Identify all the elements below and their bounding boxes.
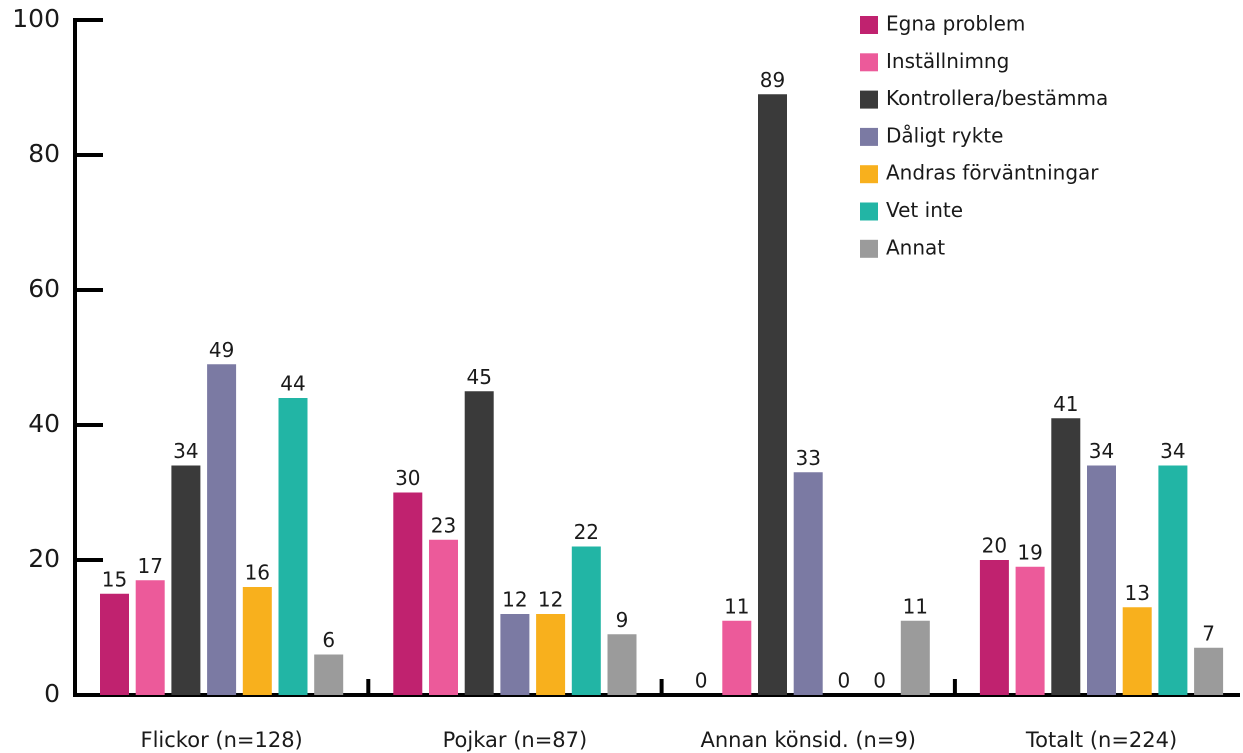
value-label: 34 — [1160, 439, 1185, 463]
legend-swatch — [860, 53, 878, 72]
value-label: 20 — [982, 534, 1007, 558]
bar — [1051, 418, 1081, 695]
value-label: 44 — [280, 372, 305, 396]
value-label: 9 — [616, 608, 629, 632]
y-tick-label: 40 — [28, 409, 60, 438]
bar — [464, 391, 494, 695]
value-label: 7 — [1202, 621, 1215, 645]
bar — [571, 546, 601, 695]
value-label: 11 — [724, 594, 749, 618]
value-label: 34 — [1089, 439, 1114, 463]
x-tick-label: Totalt (n=224) — [1025, 728, 1177, 752]
value-label: 12 — [502, 588, 527, 612]
legend-label: Vet inte — [886, 198, 963, 222]
bar — [1015, 566, 1045, 695]
bar — [207, 364, 237, 695]
y-tick-label: 100 — [12, 4, 60, 33]
value-label: 12 — [538, 588, 563, 612]
value-label: 34 — [173, 439, 198, 463]
bar — [393, 492, 423, 695]
y-tick-label: 0 — [44, 679, 60, 708]
legend-swatch — [860, 16, 878, 34]
x-tick-label: Pojkar (n=87) — [443, 728, 588, 752]
legend-label: Inställnimng — [886, 49, 1009, 73]
bar — [429, 539, 458, 695]
value-label: 0 — [695, 669, 708, 693]
bar — [171, 465, 201, 695]
legend-label: Andras förväntningar — [886, 161, 1099, 185]
value-label: 16 — [245, 561, 270, 585]
bar — [135, 580, 165, 695]
legend-swatch — [860, 202, 878, 221]
bar — [278, 398, 308, 695]
value-label: 89 — [760, 68, 785, 92]
value-label: 41 — [1053, 392, 1078, 416]
bar — [979, 560, 1009, 695]
value-label: 15 — [102, 567, 127, 591]
value-label: 22 — [574, 520, 599, 544]
legend-swatch — [860, 127, 878, 146]
legend-label: Kontrollera/bestämma — [886, 86, 1108, 110]
value-label: 45 — [466, 365, 491, 389]
bar — [722, 620, 752, 695]
value-label: 19 — [1017, 540, 1042, 564]
y-tick-label: 80 — [28, 139, 60, 168]
y-tick-label: 60 — [28, 274, 60, 303]
value-label: 49 — [209, 338, 234, 362]
bar — [536, 614, 566, 695]
legend-swatch — [860, 90, 878, 109]
y-tick-label: 20 — [28, 544, 60, 573]
legend-swatch — [860, 239, 878, 258]
bar — [100, 593, 129, 695]
value-label: 23 — [431, 513, 456, 537]
bar — [314, 654, 344, 695]
value-label: 30 — [395, 466, 420, 490]
value-label: 0 — [838, 669, 851, 693]
bar — [758, 94, 787, 695]
x-tick-label: Annan könsid. (n=9) — [700, 728, 916, 752]
value-label: 13 — [1124, 581, 1149, 605]
bar — [1122, 607, 1152, 695]
value-label: 17 — [137, 554, 162, 578]
bar — [242, 587, 272, 695]
bar — [900, 620, 930, 695]
bar — [1194, 647, 1224, 695]
bar — [793, 472, 823, 695]
value-label: 6 — [322, 628, 335, 652]
legend-swatch — [860, 165, 878, 184]
bar — [500, 614, 530, 695]
legend-label: Egna problem — [886, 12, 1025, 36]
x-tick-label: Flickor (n=128) — [141, 728, 303, 752]
legend-label: Annat — [886, 235, 945, 259]
value-label: 33 — [795, 446, 820, 470]
legend-label: Dåligt rykte — [886, 123, 1003, 147]
bar — [1087, 465, 1116, 695]
value-label: 11 — [903, 594, 928, 618]
bar — [607, 634, 637, 695]
value-label: 0 — [873, 669, 886, 693]
bar — [1158, 465, 1188, 695]
